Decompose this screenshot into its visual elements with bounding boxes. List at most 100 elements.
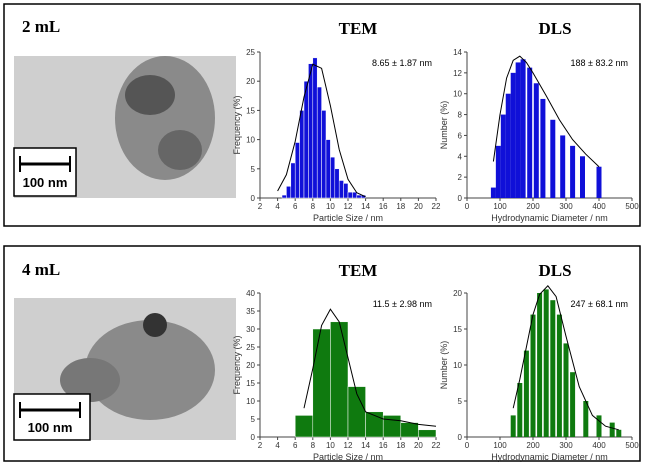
- x-tick-label: 0: [465, 441, 470, 450]
- bar: [400, 422, 419, 438]
- bar: [382, 415, 402, 438]
- y-tick-label: 0: [458, 194, 463, 203]
- bar: [583, 401, 589, 437]
- y-tick-label: 6: [458, 131, 463, 140]
- bar: [330, 156, 336, 199]
- bar: [616, 429, 622, 437]
- y-tick-label: 10: [246, 397, 255, 406]
- bar: [338, 180, 344, 199]
- bar: [312, 57, 318, 199]
- tem-heading: TEM: [339, 261, 378, 280]
- x-tick-label: 500: [625, 202, 639, 211]
- y-tick-label: 35: [246, 307, 255, 316]
- bar: [312, 328, 331, 438]
- bar: [330, 321, 349, 438]
- bar: [530, 314, 536, 437]
- fit-curve: [512, 285, 619, 431]
- x-axis-label: Hydrodynamic Diameter / nm: [491, 213, 608, 223]
- y-tick-label: 30: [246, 325, 255, 334]
- x-tick-label: 10: [326, 441, 335, 450]
- x-tick-label: 18: [396, 441, 405, 450]
- bar: [294, 415, 314, 438]
- panel-label: 4 mL: [22, 260, 60, 279]
- bar: [281, 194, 287, 199]
- x-tick-label: 200: [526, 202, 540, 211]
- x-tick-label: 22: [432, 202, 441, 211]
- bar: [308, 63, 314, 199]
- y-tick-label: 5: [458, 397, 463, 406]
- y-tick-label: 12: [453, 69, 462, 78]
- y-tick-label: 14: [453, 48, 462, 57]
- bar: [325, 139, 331, 199]
- bar: [543, 289, 549, 437]
- x-axis-label: Hydrodynamic Diameter / nm: [491, 452, 608, 462]
- annotation: 247 ± 68.1 nm: [571, 299, 628, 309]
- y-tick-label: 8: [458, 111, 463, 120]
- x-tick-label: 4: [275, 202, 280, 211]
- y-axis-label: Frequency (%): [232, 335, 242, 394]
- bar: [294, 142, 300, 199]
- x-tick-label: 18: [396, 202, 405, 211]
- x-tick-label: 20: [414, 202, 423, 211]
- bar: [500, 114, 506, 198]
- bar: [550, 119, 556, 198]
- x-tick-label: 12: [344, 202, 353, 211]
- x-tick-label: 16: [379, 441, 388, 450]
- tem-heading: TEM: [339, 19, 378, 38]
- y-tick-label: 0: [251, 194, 256, 203]
- bar: [550, 300, 556, 437]
- bar: [290, 162, 296, 199]
- bar: [495, 145, 501, 198]
- y-tick-label: 15: [453, 325, 462, 334]
- y-tick-label: 25: [246, 48, 255, 57]
- scale-bar-label: 100 nm: [23, 175, 68, 190]
- bar: [347, 191, 353, 199]
- bar: [609, 422, 615, 437]
- bar: [515, 62, 521, 198]
- bar: [527, 67, 533, 199]
- fit-curve: [303, 308, 437, 427]
- x-tick-label: 100: [493, 441, 507, 450]
- bar: [505, 93, 511, 198]
- bar: [343, 183, 349, 199]
- y-tick-label: 20: [246, 77, 255, 86]
- x-tick-label: 400: [592, 202, 606, 211]
- y-tick-label: 10: [453, 90, 462, 99]
- bar: [596, 166, 602, 198]
- x-tick-label: 10: [326, 202, 335, 211]
- y-tick-label: 20: [453, 289, 462, 298]
- bar: [286, 186, 292, 199]
- y-tick-label: 10: [246, 136, 255, 145]
- y-tick-label: 15: [246, 106, 255, 115]
- x-tick-label: 14: [361, 441, 370, 450]
- x-tick-label: 6: [293, 202, 298, 211]
- y-axis-label: Number (%): [439, 341, 449, 390]
- x-tick-label: 200: [526, 441, 540, 450]
- x-tick-label: 14: [361, 202, 370, 211]
- y-tick-label: 2: [458, 173, 463, 182]
- panel-frame: [3, 3, 641, 227]
- x-tick-label: 12: [344, 441, 353, 450]
- x-tick-label: 0: [465, 202, 470, 211]
- bar: [490, 187, 496, 198]
- bar: [570, 145, 576, 198]
- bar: [334, 168, 340, 199]
- y-axis-label: Frequency (%): [232, 95, 242, 154]
- panel-label: 2 mL: [22, 17, 60, 36]
- bar: [418, 429, 437, 438]
- fit-curve: [277, 63, 366, 198]
- y-tick-label: 5: [251, 415, 256, 424]
- annotation: 8.65 ± 1.87 nm: [372, 58, 432, 68]
- x-tick-label: 8: [311, 202, 316, 211]
- y-tick-label: 0: [458, 433, 463, 442]
- bar: [560, 135, 566, 198]
- x-tick-label: 6: [293, 441, 298, 450]
- bar: [356, 194, 362, 199]
- x-tick-label: 4: [275, 441, 280, 450]
- annotation: 188 ± 83.2 nm: [571, 58, 628, 68]
- y-tick-label: 4: [458, 152, 463, 161]
- bar: [533, 83, 539, 198]
- x-tick-label: 100: [493, 202, 507, 211]
- bar: [537, 293, 543, 437]
